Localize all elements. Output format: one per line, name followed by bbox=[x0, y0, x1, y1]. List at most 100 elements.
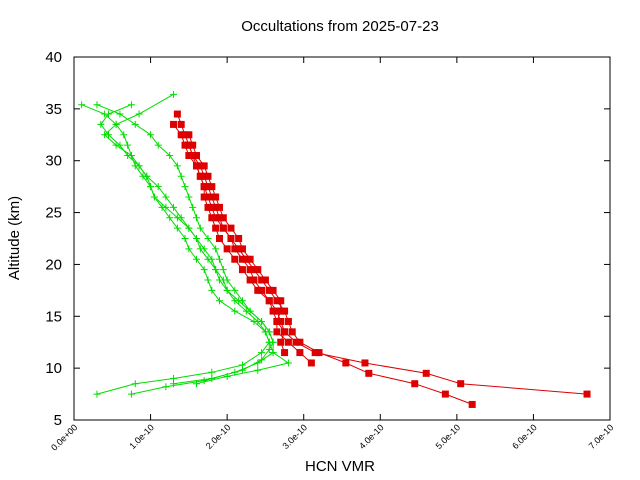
data-point bbox=[258, 356, 266, 364]
data-point bbox=[170, 90, 178, 98]
data-point bbox=[185, 193, 193, 201]
y-tick-label: 25 bbox=[45, 205, 62, 222]
data-point bbox=[235, 245, 243, 253]
data-point bbox=[246, 307, 254, 315]
data-point bbox=[342, 359, 350, 367]
y-tick-label: 20 bbox=[45, 256, 62, 273]
data-point bbox=[170, 203, 178, 211]
data-point bbox=[311, 349, 319, 357]
data-point bbox=[281, 307, 289, 315]
data-point bbox=[258, 286, 266, 294]
data-point bbox=[265, 345, 273, 353]
data-point bbox=[200, 377, 208, 385]
data-point bbox=[189, 141, 197, 149]
data-point bbox=[227, 224, 235, 232]
data-point bbox=[254, 366, 262, 374]
y-tick-label: 15 bbox=[45, 308, 62, 325]
data-point bbox=[281, 328, 289, 336]
data-point bbox=[200, 183, 208, 191]
series-1 bbox=[78, 101, 273, 398]
series-4 bbox=[93, 101, 277, 388]
data-point bbox=[273, 307, 281, 315]
data-point bbox=[177, 214, 185, 222]
data-point bbox=[181, 183, 189, 191]
data-point bbox=[227, 235, 235, 242]
data-point bbox=[212, 193, 220, 201]
data-point bbox=[223, 286, 231, 294]
data-point bbox=[223, 276, 231, 284]
data-point bbox=[215, 214, 223, 222]
data-point bbox=[281, 349, 289, 357]
data-point bbox=[258, 349, 266, 357]
data-point bbox=[254, 266, 262, 274]
data-point bbox=[212, 224, 220, 232]
y-axis-label: Altitude (km) bbox=[6, 196, 23, 280]
data-point bbox=[215, 235, 223, 242]
data-point bbox=[185, 224, 193, 232]
data-point bbox=[219, 224, 227, 232]
data-point bbox=[246, 266, 254, 274]
y-tick-label: 5 bbox=[54, 412, 62, 429]
data-point bbox=[162, 193, 170, 201]
data-point bbox=[238, 266, 246, 274]
data-point bbox=[277, 297, 285, 305]
x-axis-label: HCN VMR bbox=[305, 458, 375, 475]
data-point bbox=[78, 101, 86, 109]
plot-frame bbox=[73, 56, 611, 421]
data-point bbox=[292, 338, 300, 346]
data-point bbox=[150, 193, 158, 201]
data-point bbox=[223, 245, 231, 253]
data-point bbox=[231, 255, 239, 263]
series-line bbox=[100, 104, 274, 395]
data-point bbox=[196, 172, 204, 180]
data-point bbox=[162, 203, 170, 211]
data-point bbox=[154, 141, 162, 149]
data-point bbox=[104, 110, 112, 118]
data-point bbox=[212, 203, 220, 211]
data-point bbox=[177, 131, 185, 139]
data-point bbox=[101, 131, 109, 139]
data-point bbox=[193, 380, 201, 388]
series-layer bbox=[78, 90, 591, 408]
data-point bbox=[185, 152, 193, 160]
data-point bbox=[212, 266, 220, 274]
data-point bbox=[170, 120, 178, 128]
data-point bbox=[196, 224, 204, 232]
data-point bbox=[258, 317, 266, 325]
data-point bbox=[120, 131, 128, 139]
data-point bbox=[212, 214, 220, 222]
data-point bbox=[112, 141, 120, 149]
data-point bbox=[204, 193, 212, 201]
data-point bbox=[131, 120, 139, 128]
data-point bbox=[193, 214, 201, 222]
data-point bbox=[441, 390, 449, 398]
data-point bbox=[269, 286, 277, 294]
data-point bbox=[284, 359, 292, 367]
data-point bbox=[200, 162, 208, 170]
data-point bbox=[231, 286, 239, 294]
data-point bbox=[269, 307, 277, 315]
data-point bbox=[173, 224, 181, 232]
data-point bbox=[135, 162, 143, 170]
data-point bbox=[212, 245, 220, 253]
data-point bbox=[238, 366, 246, 374]
data-point bbox=[361, 359, 369, 367]
chart-title: Occultations from 2025-07-23 bbox=[241, 18, 439, 35]
data-point bbox=[200, 193, 208, 201]
data-point bbox=[231, 297, 239, 305]
data-point bbox=[219, 266, 227, 274]
data-point bbox=[93, 101, 101, 109]
data-point bbox=[185, 141, 193, 149]
data-point bbox=[135, 110, 143, 118]
data-point bbox=[166, 214, 174, 222]
y-tick-label: 30 bbox=[45, 153, 62, 170]
series-line bbox=[81, 104, 270, 395]
data-point bbox=[250, 276, 258, 284]
data-point bbox=[411, 380, 419, 388]
data-point bbox=[162, 383, 170, 391]
data-point bbox=[238, 255, 246, 263]
data-point bbox=[112, 120, 120, 128]
data-point bbox=[193, 152, 201, 160]
data-point bbox=[315, 349, 323, 357]
